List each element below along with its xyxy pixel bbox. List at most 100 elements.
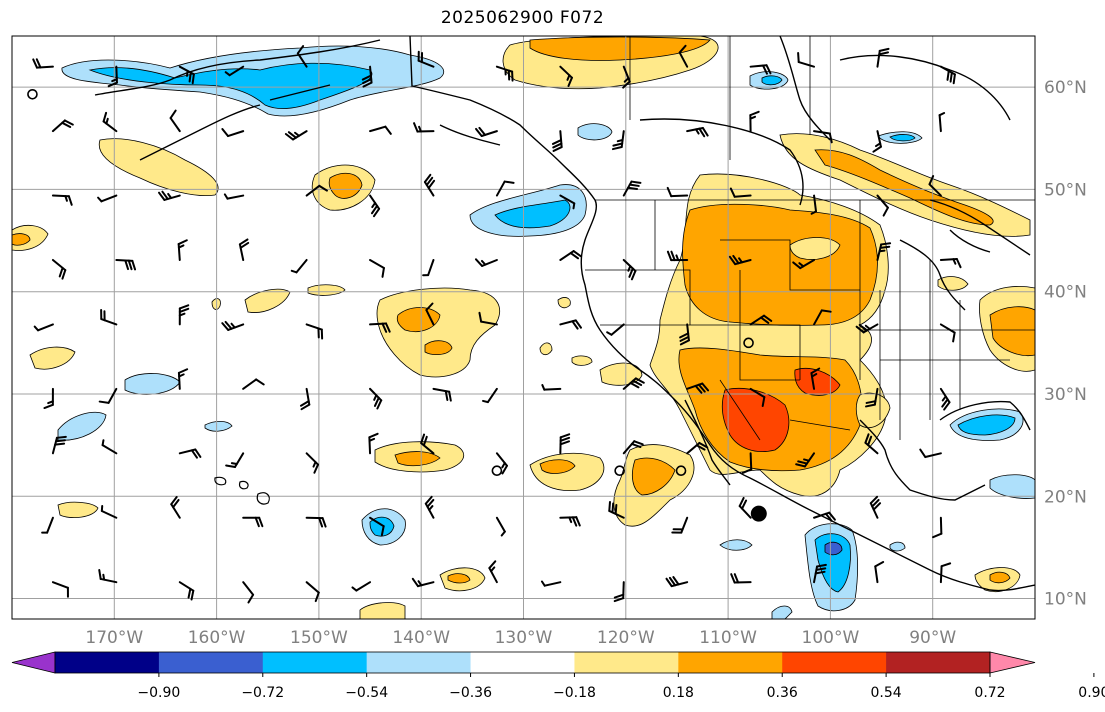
wind-barb: [939, 323, 956, 343]
colorbar-tick-label: −0.18: [553, 685, 596, 701]
wind-barb: [738, 496, 752, 519]
negative-anomaly-regions: [57, 45, 1035, 619]
wind-barb: [606, 323, 625, 336]
wind-barb: [551, 130, 563, 152]
graticule: [12, 36, 1035, 619]
positive-anomaly-regions: [12, 36, 1035, 619]
wind-barb: [540, 580, 562, 587]
wind-barb: [369, 322, 391, 333]
wind-barb: [107, 65, 118, 88]
wind-barb: [865, 387, 879, 408]
wind-barb: [225, 452, 245, 469]
wind-barb: [158, 190, 181, 201]
wind-barb: [932, 516, 943, 539]
colorbar-segment: [55, 652, 160, 673]
wind-barb: [178, 448, 202, 459]
wind-barb: [679, 323, 690, 346]
wind-barb: [299, 387, 311, 411]
wind-barb: [351, 581, 372, 592]
colorbar-segment: [574, 652, 679, 673]
lon-tick-label: 140°W: [392, 628, 450, 648]
wind-barb: [51, 435, 67, 455]
wind-barb: [369, 258, 385, 278]
lat-tick-label: 20°N: [1044, 487, 1087, 507]
wind-barb: [728, 254, 752, 266]
wind-barb: [51, 194, 73, 206]
wind-barb: [810, 367, 821, 390]
colorbar-tick-label: −0.72: [241, 685, 284, 701]
wind-barb: [115, 258, 137, 271]
wind-barb: [284, 130, 308, 141]
wind-barb: [559, 516, 581, 527]
wind-barb: [423, 173, 436, 197]
wind-barb: [102, 111, 118, 133]
hawaii-islands: [214, 476, 270, 505]
wind-barb: [730, 573, 752, 584]
wind-barb: [43, 387, 54, 410]
wind-barb: [559, 319, 583, 330]
wind-barb: [686, 441, 709, 455]
wind-barb: [729, 187, 752, 198]
wind-barb: [666, 186, 689, 198]
wind-barb: [169, 109, 181, 133]
open-circle-marker: [743, 337, 754, 349]
wind-barb: [178, 304, 190, 326]
wind-barb: [41, 516, 54, 534]
wind-barb: [813, 511, 836, 522]
wind-barb: [876, 194, 889, 217]
open-circle-marker: [614, 465, 625, 476]
wind-barb: [559, 194, 576, 210]
lon-tick-label: 120°W: [597, 628, 655, 648]
wind-barb: [100, 309, 118, 326]
wind-barb: [495, 516, 506, 537]
lat-tick-label: 40°N: [1044, 283, 1087, 303]
colorbar-tick-label: 0.36: [767, 685, 798, 701]
wind-barb: [221, 320, 245, 331]
wind-barb: [559, 250, 582, 261]
colorbar-segment: [678, 652, 783, 673]
wind-barb: [305, 516, 327, 528]
wind-barb: [170, 496, 181, 519]
wind-barb: [495, 180, 515, 197]
wind-barb: [622, 180, 642, 197]
wind-barb: [608, 500, 625, 519]
wind-barb: [369, 387, 383, 410]
wind-barb: [928, 175, 942, 197]
colorbar-labels: −0.90 −0.72 −0.54 −0.36 −0.18 0.18 0.36 0.54 0.7…: [137, 673, 1105, 701]
colorbar-tick-label: 0.72: [974, 685, 1005, 701]
wind-barb: [876, 242, 892, 261]
wind-barb: [417, 50, 435, 68]
colorbar-segment: [366, 652, 472, 673]
wind-barb: [369, 516, 385, 537]
wind-barb: [32, 58, 54, 69]
wind-barb: [422, 258, 435, 277]
wind-barb: [424, 495, 435, 519]
wind-barb: [919, 448, 942, 459]
wind-barb: [242, 516, 264, 528]
wind-barb: [482, 387, 498, 404]
open-circle-marker: [675, 465, 687, 476]
wind-barb: [432, 387, 452, 402]
colorbar-tick-label: 0.90: [1078, 685, 1105, 701]
lon-tick-label: 130°W: [495, 628, 553, 648]
wind-barb: [622, 65, 631, 89]
wind-barb: [242, 378, 265, 390]
lon-tick-label: 150°W: [290, 628, 348, 648]
wind-barb: [869, 495, 882, 519]
wind-barb: [51, 581, 69, 598]
wind-barb: [361, 65, 373, 88]
wind-barb: [100, 504, 118, 519]
colorbar-extend-low: [11, 651, 56, 674]
wind-barb: [221, 127, 245, 138]
lon-tick-label: 110°W: [699, 628, 757, 648]
wind-barb: [224, 65, 245, 77]
wind-barbs: [32, 44, 962, 604]
open-circle-marker: [491, 465, 503, 476]
colorbar-tick-label: 0.18: [663, 685, 694, 701]
wind-barb: [478, 311, 498, 326]
wind-barb: [177, 239, 188, 261]
longitude-labels: 170°W 160°W 150°W 140°W 130°W 120°W 110°W 100°W…: [85, 628, 956, 648]
colorbar-segment: [262, 652, 368, 673]
wind-barb: [305, 581, 320, 603]
wind-barb: [368, 432, 379, 455]
